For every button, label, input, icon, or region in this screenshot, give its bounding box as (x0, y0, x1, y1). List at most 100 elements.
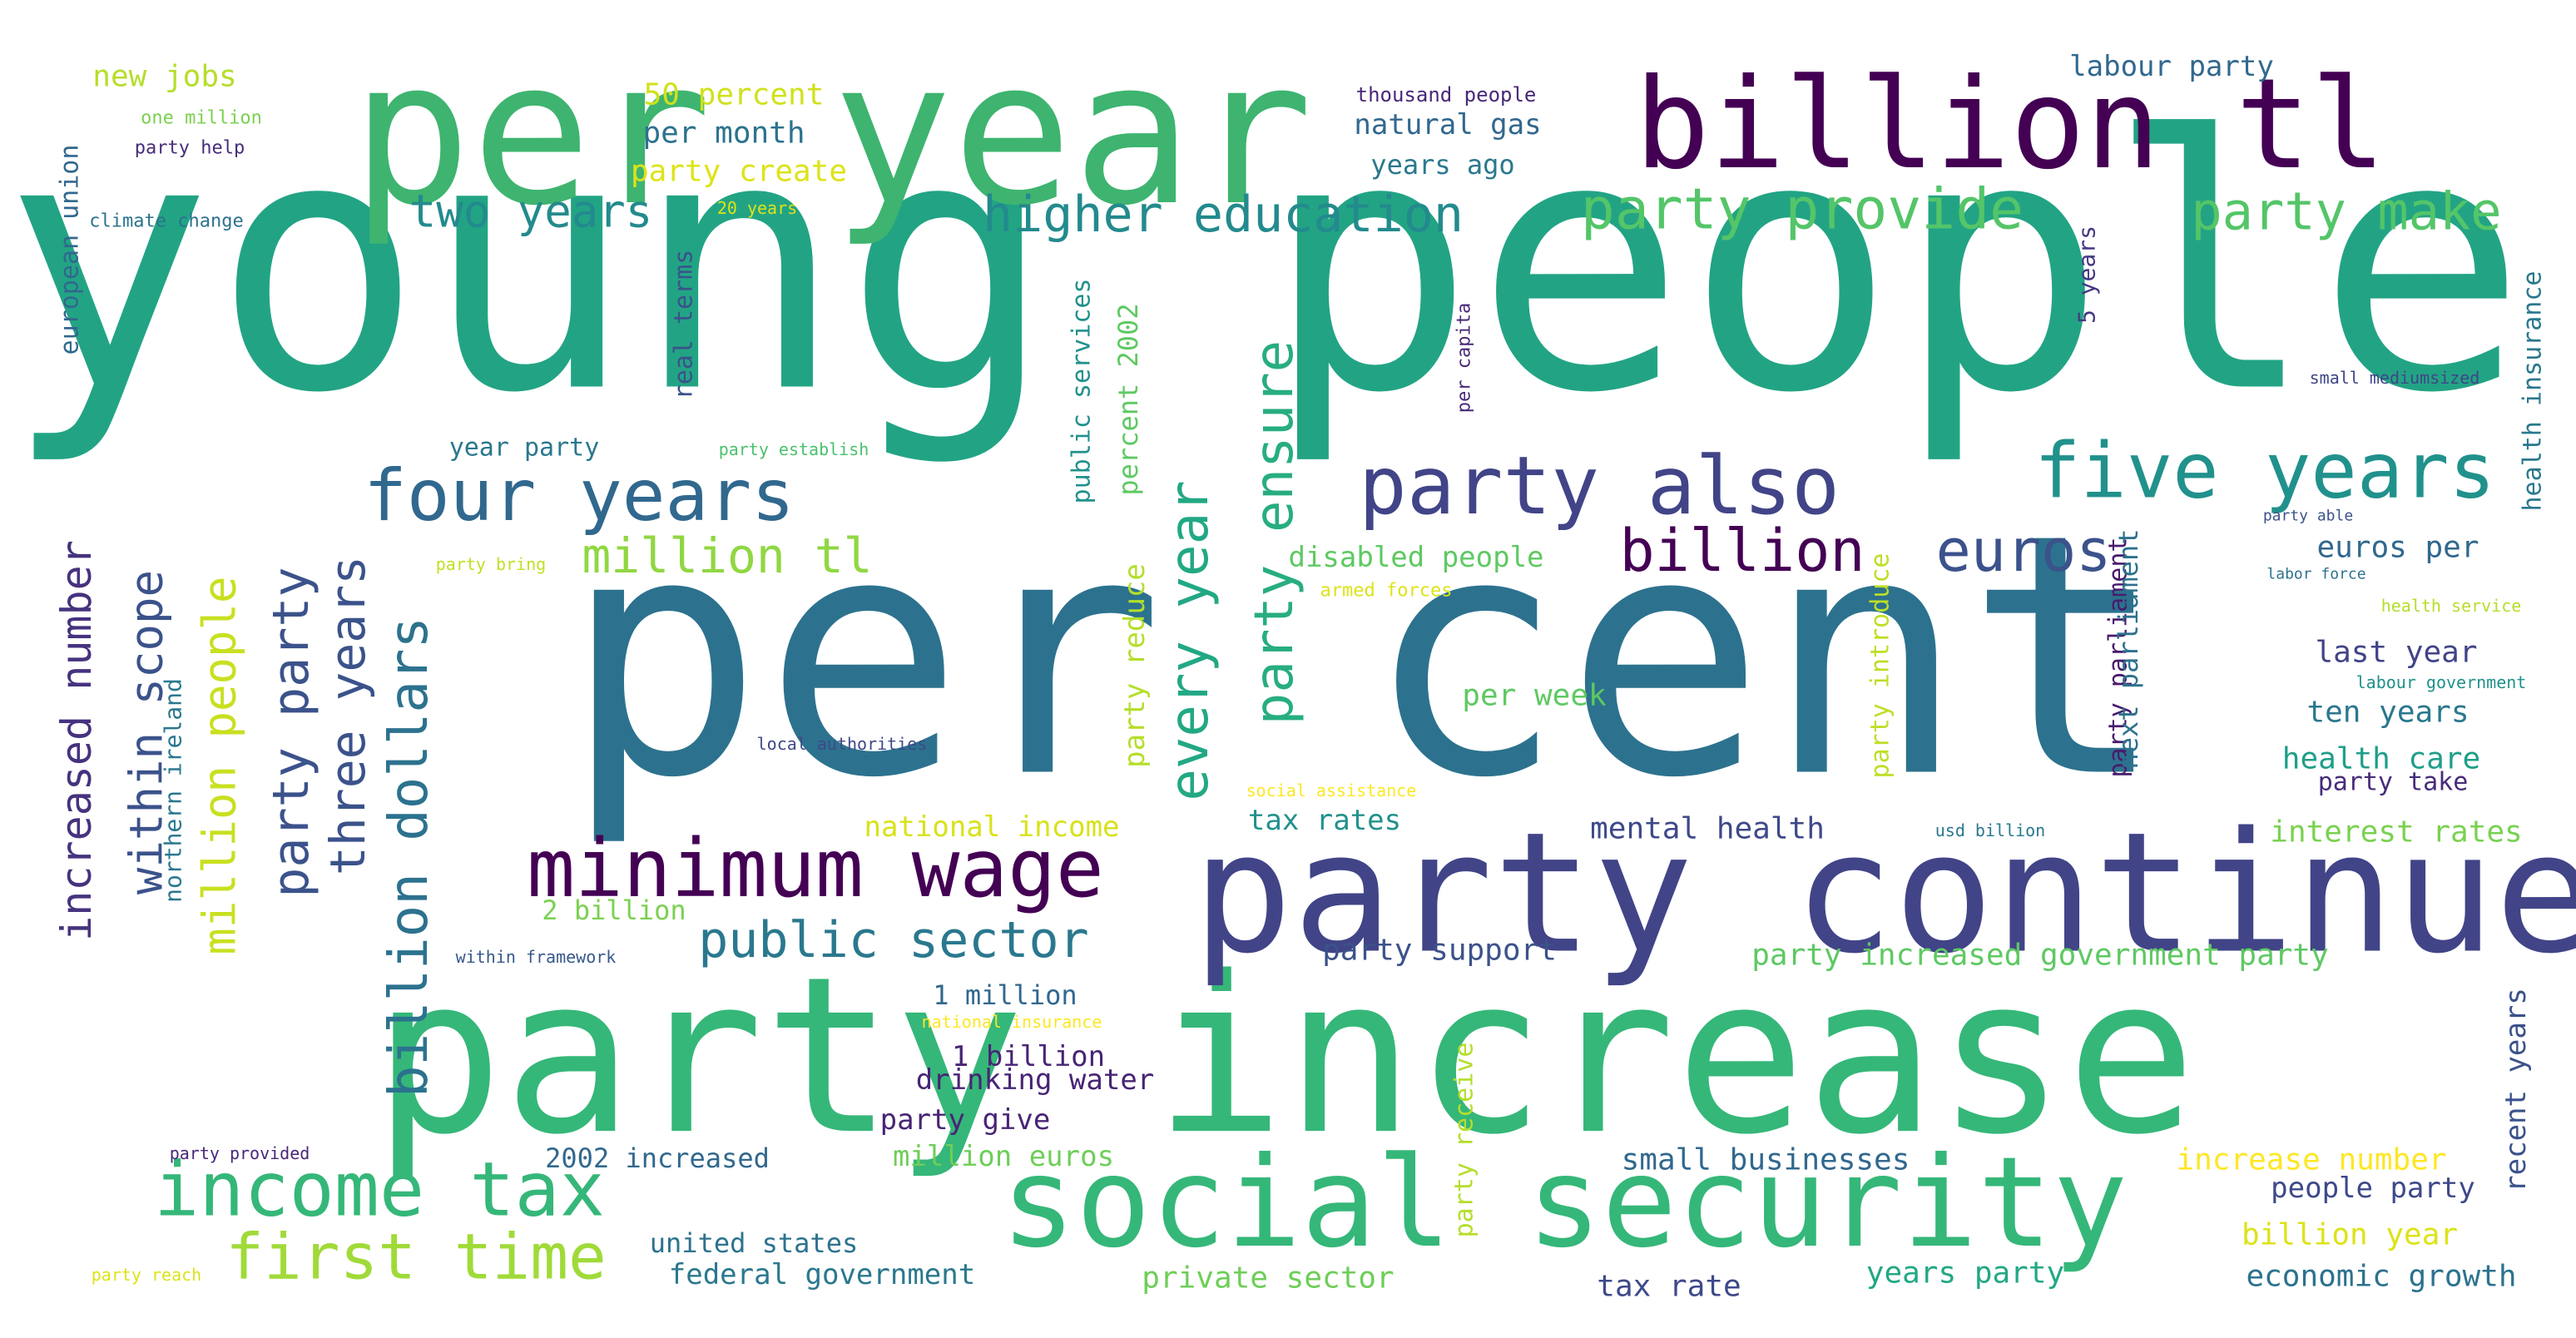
word-natural-gas: natural gas (1354, 108, 1541, 141)
word-1-million: 1 million (933, 979, 1077, 1011)
word-party-create: party create (631, 155, 847, 189)
word-labour-party: labour party (2069, 50, 2274, 83)
word-drinking-water: drinking water (916, 1063, 1155, 1097)
word-health-care: health care (2282, 742, 2480, 776)
word-billion: billion (1619, 517, 1865, 585)
word-small-businesses: small businesses (1622, 1143, 1910, 1177)
word-within-scope: within scope (121, 570, 173, 894)
word-party-establish: party establish (719, 439, 869, 459)
word-every-year: every year (1159, 480, 1221, 800)
word-party-reach: party reach (92, 1265, 201, 1285)
word-social-assistance: social assistance (1246, 780, 1417, 800)
word-northern-ireland: northern ireland (160, 678, 187, 903)
word-first-time: first time (225, 1220, 607, 1294)
word-last-year: last year (2315, 636, 2477, 670)
word-euros-per: euros per (2316, 531, 2479, 565)
word-year-party: year party (449, 434, 600, 463)
word-per-week: per week (1462, 679, 1607, 713)
word-party-party: party party (262, 567, 320, 897)
word-percent-2002: percent 2002 (1112, 303, 1144, 495)
word-four-years: four years (364, 454, 795, 538)
word-increased-number: increased number (52, 540, 101, 941)
word-increase-number: increase number (2176, 1143, 2446, 1177)
word-party-able: party able (2263, 508, 2353, 525)
word-1-billion: 1 billion (952, 1040, 1105, 1073)
word-labour-government: labour government (2356, 672, 2527, 692)
word-health-insurance: health insurance (2519, 271, 2548, 512)
word-tax-rate: tax rate (1597, 1270, 1741, 1304)
word-years-party: years party (1866, 1256, 2064, 1291)
word-usd-billion: usd billion (1935, 820, 2045, 840)
word-party-take: party take (2318, 768, 2469, 797)
word-within-framework: within framework (456, 947, 617, 967)
word-million-euros: million euros (893, 1140, 1114, 1173)
word-interest-rates: interest rates (2270, 815, 2522, 850)
word-tax-rates: tax rates (1248, 804, 1401, 837)
word-climate-change: climate change (89, 211, 243, 232)
word-minimum-wage: minimum wage (527, 822, 1104, 915)
word-real-terms: real terms (670, 250, 699, 400)
word-per-year: per year (351, 17, 1313, 250)
word-national-insurance: national insurance (922, 1012, 1102, 1032)
word-party-increase: party increase (373, 931, 2196, 1182)
word-thousand-people: thousand people (1356, 83, 1537, 107)
word-party-continue: party continue (1192, 797, 2576, 991)
word-ten-years: ten years (2306, 696, 2469, 730)
word-per-capita: per capita (1454, 303, 1475, 413)
word-recent-years: recent years (2499, 988, 2533, 1192)
word-party-increased-government-party: party increased government party (1751, 939, 2329, 973)
word-small-mediumsized: small mediumsized (2310, 368, 2480, 388)
word-labor-force: labor force (2266, 566, 2365, 583)
word-five-years: five years (2034, 427, 2495, 516)
word-2-billion: 2 billion (542, 894, 686, 926)
word-armed-forces: armed forces (1320, 581, 1453, 602)
word-public-services: public services (1068, 279, 1097, 504)
word-billion-tl: billion tl (1634, 52, 2385, 197)
word-party-reduce: party reduce (1118, 563, 1152, 768)
word-public-sector: public sector (698, 911, 1089, 969)
word-next-parliament: next parliament (2113, 529, 2144, 770)
word-two-years: two years (409, 186, 653, 238)
word-party-also: party also (1359, 439, 1840, 533)
word-european-union: european union (56, 145, 85, 355)
word-20-years: 20 years (717, 198, 797, 218)
word-economic-growth: economic growth (2246, 1260, 2516, 1294)
word-health-service: health service (2381, 596, 2522, 616)
word-people-party: people party (2271, 1172, 2475, 1205)
word-disabled-people: disabled people (1288, 541, 1543, 574)
word-per-month: per month (642, 116, 805, 151)
word-party-bring: party bring (436, 554, 546, 574)
word-local-authorities: local authorities (757, 734, 928, 754)
word-million-people: million people (194, 576, 246, 954)
word-three-years: three years (320, 556, 376, 875)
word-social-security: social security (1001, 1131, 2128, 1276)
word-party-introduce: party introduce (1866, 553, 1895, 779)
word-million-tl: million tl (582, 528, 872, 584)
word-one-million: one million (141, 108, 262, 129)
word-billion-year: billion year (2242, 1218, 2458, 1252)
word-per-cent: per cent (563, 464, 2167, 851)
word-party-ensure: party ensure (1244, 340, 1305, 725)
word-party-support: party support (1322, 934, 1557, 968)
word-party-make: party make (2191, 181, 2501, 242)
word-united-states: united states (650, 1227, 858, 1259)
word-new-jobs: new jobs (92, 60, 236, 94)
word-party-receive: party receive (1450, 1043, 1479, 1238)
word-party-give: party give (880, 1103, 1051, 1137)
word-50-percent: 50 percent (644, 78, 825, 112)
word-higher-education: higher education (983, 186, 1464, 244)
word-euros: euros (1936, 517, 2112, 585)
word-billion-dollars: billion dollars (379, 617, 440, 1098)
word-party-provide: party provide (1581, 177, 2024, 243)
word-federal-government: federal government (669, 1258, 975, 1291)
word-young-people: young people (2, 63, 2527, 470)
word-income-tax: income tax (154, 1147, 605, 1234)
word-party-provided: party provided (170, 1143, 310, 1163)
word-5-years: 5 years (2073, 225, 2101, 324)
word-party-parliament: party parliament (2104, 538, 2133, 778)
word-2002-increased: 2002 increased (545, 1142, 770, 1174)
word-years-ago: years ago (1370, 149, 1514, 181)
word-private-sector: private sector (1142, 1261, 1394, 1296)
